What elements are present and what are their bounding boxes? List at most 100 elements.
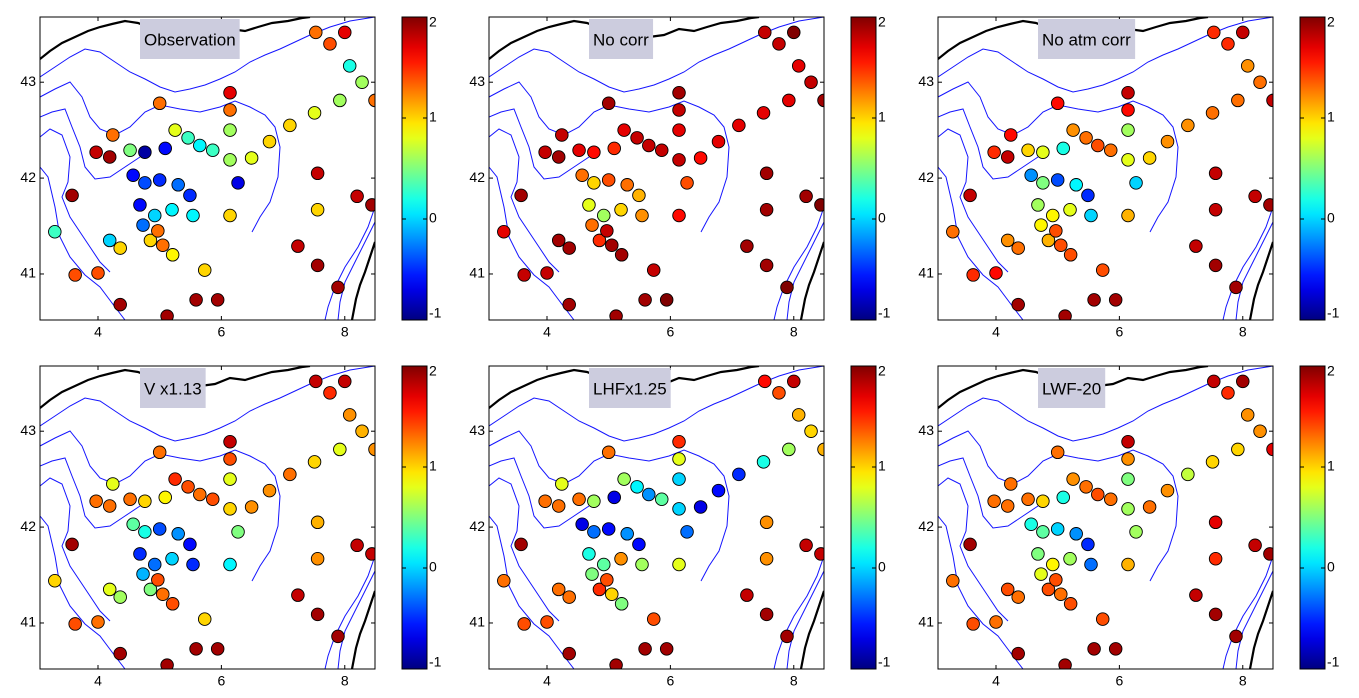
station-point [205,492,220,507]
station-point [102,582,117,597]
station-point [517,617,531,631]
station-point [791,408,806,422]
station-point [1091,487,1105,502]
station-point [642,487,656,502]
station-point [1041,582,1056,597]
station-point [1208,515,1223,530]
station-point [310,202,325,217]
station-point [1024,168,1038,182]
colorbar-tick-label: -1 [429,654,442,670]
axes-frame [937,16,1274,321]
station-point [597,557,611,572]
station-point [1021,143,1035,158]
station-point [1050,173,1065,187]
station-point [113,241,127,255]
station-point [189,642,203,656]
y-tick-label: 42 [469,518,485,534]
station-point [659,642,674,656]
station-point [1142,151,1157,165]
station-point [620,178,634,192]
station-point [585,567,599,581]
station-point [152,445,167,460]
x-tick-label: 4 [992,673,1000,689]
colorbar-tick-label: -1 [429,305,442,321]
y-tick-label: 42 [918,518,934,534]
station-point [814,547,824,561]
station-point [614,202,628,217]
station-point [158,490,172,505]
station-point [605,587,619,601]
station-point [1056,141,1070,156]
colorbar-tick-label: 2 [1327,363,1335,379]
station-point [126,168,140,182]
station-point [309,25,323,40]
station-point [143,233,158,248]
station-point [1108,293,1123,307]
station-point [223,208,237,223]
station-point [575,168,589,182]
station-point [1266,93,1273,108]
station-point [1063,597,1078,611]
station-point [1036,145,1050,159]
station-point [551,499,566,513]
station-point [659,293,674,307]
station-point [365,547,375,561]
station-point [1103,143,1118,158]
x-tick-label: 4 [543,324,551,340]
station-point [711,134,726,149]
panel: 4 6 8 41 42 43 V x1.13 -1 0 1 2 [20,363,441,689]
x-tick-label: 6 [217,324,225,340]
x-tick-label: 6 [1115,673,1123,689]
station-point [1069,527,1083,541]
station-point [782,442,796,457]
station-point [551,150,566,164]
station-point [1121,103,1135,117]
station-point [91,615,105,629]
station-point [1069,178,1083,192]
station-point [1046,208,1060,223]
station-point [562,646,576,661]
station-point [1121,557,1135,572]
station-point [89,145,103,159]
station-point [1050,445,1065,460]
panel-title: No atm corr [1042,30,1131,49]
station-point [1181,118,1195,133]
station-point [758,25,772,40]
colorbar [850,365,877,670]
station-point [630,480,644,494]
station-point [1000,499,1015,513]
panel-label: LHFx1.25 [589,368,671,408]
station-point [138,176,152,190]
station-point [102,499,117,513]
station-point [310,607,325,622]
station-point [966,617,980,631]
station-point [680,525,694,539]
station-point [307,106,322,120]
station-point [223,153,237,167]
station-point [672,472,686,486]
station-point [160,658,174,669]
x-tick-label: 4 [94,324,102,340]
station-point [355,424,369,438]
station-point [642,138,656,153]
y-tick-label: 43 [20,422,36,438]
station-point [1000,233,1015,248]
map-area [489,366,824,669]
station-point [517,268,531,282]
y-tick-label: 43 [918,73,934,89]
colorbar-tick-label: 1 [429,109,437,125]
station-point [587,176,601,190]
station-point [113,646,127,661]
station-point [168,472,182,486]
station-point [538,494,552,508]
station-point [759,202,774,217]
station-point [562,297,576,312]
station-point [197,612,212,626]
station-point [113,297,127,312]
station-point [283,118,297,133]
station-point [1000,582,1015,597]
station-point [1121,153,1135,167]
station-point [102,150,117,164]
station-point [1129,525,1143,539]
